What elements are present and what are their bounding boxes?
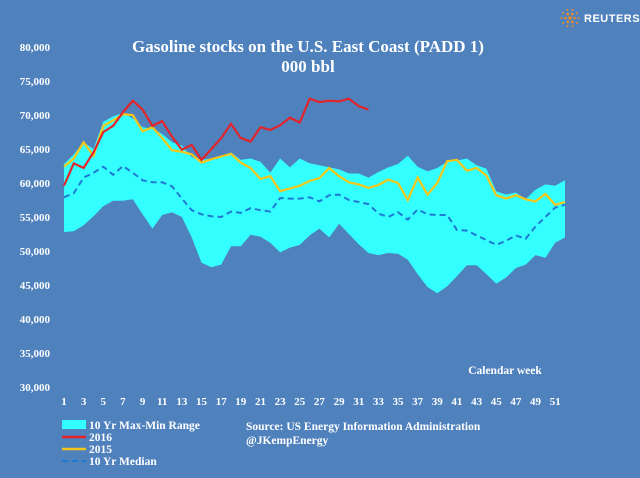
y-tick-label: 80,000 — [20, 42, 51, 54]
x-tick-label: 41 — [451, 396, 462, 408]
x-tick-label: 15 — [196, 396, 208, 408]
logo-dot — [561, 17, 563, 19]
x-tick-label: 25 — [294, 396, 306, 408]
x-tick-label: 9 — [140, 396, 146, 408]
y-tick-label: 75,000 — [20, 76, 51, 88]
logo-dot — [572, 9, 574, 11]
logo-dot — [564, 17, 567, 20]
x-tick-label: 47 — [510, 396, 522, 408]
x-tick-label: 27 — [314, 396, 326, 408]
legend: 10 Yr Max-Min Range 2016 2015 10 Yr Medi… — [62, 420, 200, 468]
x-tick-label: 43 — [471, 396, 483, 408]
reuters-logo: REUTERS — [561, 9, 640, 27]
legend-label-2015: 2015 — [89, 444, 112, 456]
logo-dot — [572, 25, 574, 27]
x-tick-label: 7 — [120, 396, 126, 408]
logo-dot — [573, 17, 576, 20]
x-tick-label: 3 — [81, 396, 87, 408]
logo-dot — [562, 12, 564, 14]
legend-item-2015: 2015 — [62, 444, 112, 456]
x-tick-label: 35 — [393, 396, 405, 408]
legend-label-range: 10 Yr Max-Min Range — [89, 420, 200, 432]
legend-item-range: 10 Yr Max-Min Range — [62, 420, 200, 432]
legend-swatch-range — [62, 420, 86, 429]
plot-area — [64, 99, 565, 294]
x-axis-label: Calendar week — [468, 365, 542, 377]
y-tick-label: 50,000 — [20, 246, 51, 258]
y-tick-label: 55,000 — [20, 212, 51, 224]
y-tick-label: 35,000 — [20, 348, 51, 360]
brand-name: REUTERS — [584, 13, 640, 25]
legend-item-2016: 2016 — [62, 432, 112, 444]
legend-item-median: 10 Yr Median — [62, 456, 157, 468]
x-tick-label: 17 — [216, 396, 228, 408]
y-tick-label: 45,000 — [20, 280, 51, 292]
reuters-dot-logo-icon — [561, 9, 580, 27]
logo-dot — [567, 13, 570, 16]
logo-dot — [562, 22, 564, 24]
logo-dot — [566, 25, 568, 27]
y-tick-label: 65,000 — [20, 144, 51, 156]
chart-title: Gasoline stocks on the U.S. East Coast (… — [132, 37, 484, 56]
chart-subtitle: 000 bbl — [281, 57, 335, 76]
x-tick-label: 1 — [61, 396, 67, 408]
y-tick-label: 40,000 — [20, 314, 51, 326]
logo-dot — [567, 21, 570, 24]
logo-dot — [576, 22, 578, 24]
legend-label-2016: 2016 — [89, 432, 112, 444]
y-axis-ticks: 30,000 35,000 40,000 45,000 50,000 55,000 60,0… — [20, 42, 51, 394]
y-tick-label: 60,000 — [20, 178, 51, 190]
logo-dot — [576, 12, 578, 14]
y-tick-label: 30,000 — [20, 382, 51, 394]
y-tick-label: 70,000 — [20, 110, 51, 122]
x-tick-label: 19 — [235, 396, 247, 408]
x-tick-label: 31 — [353, 396, 364, 408]
x-tick-label: 49 — [530, 396, 542, 408]
author-handle: @JKempEnergy — [246, 435, 328, 447]
x-tick-label: 29 — [334, 396, 346, 408]
x-tick-label: 23 — [275, 396, 287, 408]
x-tick-label: 37 — [412, 396, 424, 408]
source-note: Source: US Energy Information Administra… — [246, 421, 481, 433]
logo-dot — [571, 13, 574, 16]
logo-dot — [578, 17, 580, 19]
range-area — [64, 113, 565, 293]
x-tick-label: 21 — [255, 396, 266, 408]
legend-label-median: 10 Yr Median — [89, 456, 157, 468]
x-tick-label: 13 — [176, 396, 188, 408]
x-tick-label: 5 — [101, 396, 107, 408]
x-tick-label: 45 — [491, 396, 503, 408]
x-tick-label: 51 — [550, 396, 561, 408]
x-tick-label: 39 — [432, 396, 444, 408]
logo-dot — [568, 16, 572, 20]
x-tick-label: 11 — [157, 396, 167, 408]
x-tick-label: 33 — [373, 396, 385, 408]
logo-dot — [566, 9, 568, 11]
logo-dot — [571, 21, 574, 24]
